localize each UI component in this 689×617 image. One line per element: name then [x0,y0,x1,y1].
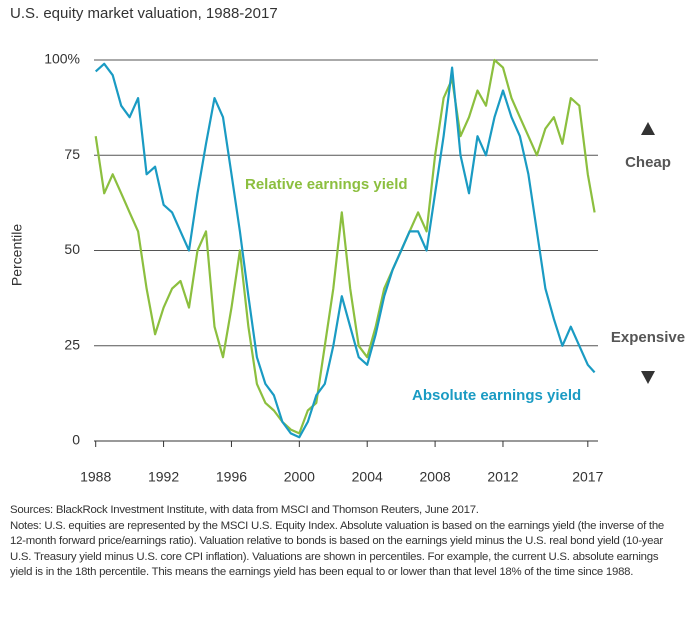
x-tick-label: 1988 [80,469,111,485]
y-tick-label: 25 [64,336,80,352]
x-tick-label: 1996 [216,469,247,485]
series-label: Absolute earnings yield [412,387,581,404]
annotation-expensive: Expensive [611,329,685,346]
x-tick-label: 2012 [487,469,518,485]
x-tick-label: 1992 [148,469,179,485]
chart: U.S. equity market valuation, 1988-2017 … [9,5,685,485]
sources: Sources: BlackRock Investment Institute,… [10,504,479,516]
notes-text: Notes: U.S. equities are represented by … [10,519,665,579]
y-axis-label: Percentile [9,224,25,286]
up-arrow [641,122,655,135]
y-tick-label: 50 [64,241,80,257]
x-tick-label: 2004 [352,469,383,485]
y-tick-label: 75 [64,146,80,162]
chart-title: U.S. equity market valuation, 1988-2017 [10,5,278,22]
series-line [94,62,596,439]
x-tick-label: 2017 [572,469,603,485]
y-tick-label: 100% [44,51,80,67]
notes: Sources: BlackRock Investment Institute,… [10,503,682,581]
down-arrow [641,371,655,384]
x-tick-label: 2008 [420,469,451,485]
annotation-cheap: Cheap [625,154,671,171]
y-tick-label: 0 [72,432,80,448]
x-tick-label: 2000 [284,469,315,485]
series-line [94,58,596,435]
series-label: Relative earnings yield [245,176,408,193]
